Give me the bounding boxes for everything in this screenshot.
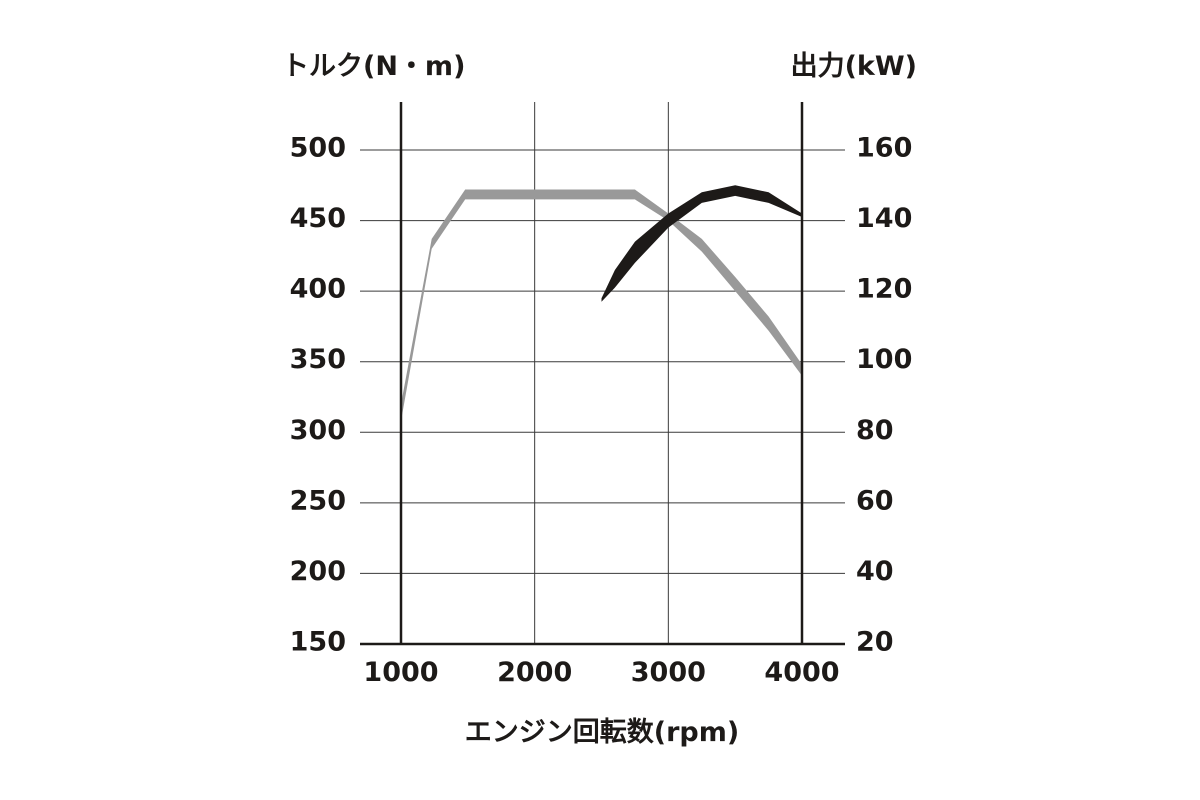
y-left-tick-label: 150 [290, 627, 346, 658]
y-left-tick-label: 250 [290, 485, 346, 516]
x-tick-label: 4000 [764, 657, 839, 688]
tick-labels: 150 200 250 300 350 400 450 500 20 40 60 80 100 120 14… [290, 133, 913, 689]
torque-curve [401, 189, 802, 421]
y-right-tick-label: 140 [856, 203, 912, 234]
x-tick-label: 1000 [363, 657, 438, 688]
y-right-tick-label: 120 [856, 274, 912, 305]
power-curve [601, 185, 802, 302]
y-right-tick-label: 60 [856, 485, 894, 516]
y-left-tick-label: 400 [290, 274, 346, 305]
y-left-tick-label: 200 [290, 556, 346, 587]
y-left-tick-label: 450 [290, 203, 346, 234]
left-axis-title: トルク(N・m) [282, 51, 465, 82]
y-left-tick-label: 300 [290, 415, 346, 446]
y-right-tick-label: 100 [856, 344, 912, 375]
y-right-tick-label: 20 [856, 627, 894, 658]
x-axis-title: エンジン回転数(rpm) [465, 717, 739, 748]
x-tick-label: 2000 [497, 657, 572, 688]
y-right-tick-label: 160 [856, 133, 912, 164]
y-right-tick-label: 40 [856, 556, 894, 587]
right-axis-title: 出力(kW) [791, 51, 917, 82]
y-right-tick-label: 80 [856, 415, 894, 446]
grid [360, 102, 845, 644]
curves [401, 185, 802, 421]
x-tick-label: 3000 [631, 657, 706, 688]
y-left-tick-label: 500 [290, 133, 346, 164]
y-left-tick-label: 350 [290, 344, 346, 375]
axis-frame [360, 102, 845, 646]
